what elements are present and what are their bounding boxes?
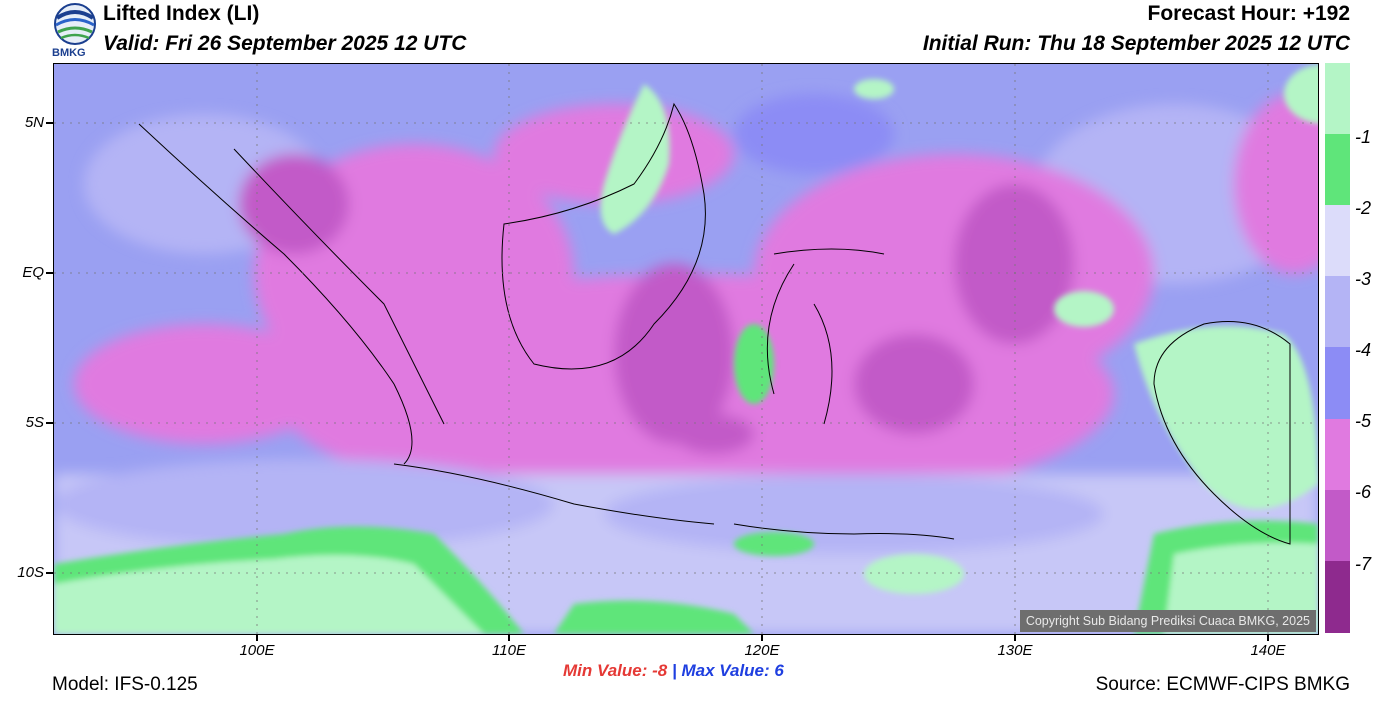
- colorbar-segment: [1325, 134, 1350, 205]
- min-max-values: Min Value: -8 | Max Value: 6: [563, 661, 784, 681]
- initial-run: Initial Run: Thu 18 September 2025 12 UT…: [922, 32, 1350, 55]
- lat-tick: [46, 422, 53, 424]
- graticule: [54, 64, 1318, 634]
- lon-tick: [508, 634, 510, 641]
- coastlines: [138, 102, 1291, 545]
- colorbar-label: -1: [1355, 127, 1372, 147]
- lon-label-120e: 120E: [744, 642, 780, 659]
- colorbar-label: -6: [1355, 482, 1372, 502]
- colorbar-segment: [1325, 276, 1350, 347]
- colorbar-label: -4: [1355, 340, 1372, 360]
- map-canvas: [54, 64, 1318, 634]
- bmkg-logo-icon: [54, 3, 96, 45]
- lat-label-10s: 10S: [17, 564, 44, 581]
- colorbar-segment: [1325, 205, 1350, 276]
- min-label: Min Value:: [563, 661, 648, 680]
- lon-label-100e: 100E: [239, 642, 275, 659]
- valid-time: Valid: Fri 26 September 2025 12 UTC: [103, 32, 467, 55]
- separator: |: [671, 661, 677, 680]
- coastline-sumatra: [138, 123, 413, 465]
- coastline-sulawesi: [766, 248, 885, 425]
- lat-tick: [46, 572, 53, 574]
- field-contours: [54, 94, 1318, 634]
- green-regions: [54, 64, 1318, 634]
- lat-tick: [46, 272, 53, 274]
- colorbar-label: -2: [1355, 198, 1372, 218]
- bmkg-logo: [50, 0, 100, 60]
- coastline-borneo: [501, 102, 706, 370]
- lat-label-5n: 5N: [24, 114, 44, 131]
- colorbar-segment: [1325, 490, 1350, 561]
- coastline-java: [393, 463, 715, 525]
- source-label: Source: ECMWF-CIPS BMKG: [1095, 674, 1350, 695]
- model-label: Model: IFS-0.125: [52, 674, 198, 695]
- coastline-papua: [1153, 321, 1291, 545]
- map-title: Lifted Index (LI): [103, 2, 260, 25]
- lon-label-130e: 130E: [997, 642, 1033, 659]
- lat-label-5s: 5S: [25, 414, 44, 431]
- min-value: -8: [652, 661, 668, 680]
- max-value: 6: [774, 661, 784, 680]
- max-label: Max Value:: [681, 661, 770, 680]
- lon-tick: [1267, 634, 1269, 641]
- lon-tick: [256, 634, 258, 641]
- lon-tick: [761, 634, 763, 641]
- lat-label-eq: EQ: [22, 264, 44, 281]
- colorbar-segment: [1325, 63, 1350, 134]
- colorbar-segment: [1325, 419, 1350, 490]
- lifted-index-map: [53, 63, 1319, 635]
- colorbar-segment: [1325, 561, 1350, 633]
- colorbar-segment: [1325, 347, 1350, 419]
- colorbar-label: -5: [1355, 411, 1372, 431]
- lon-label-140e: 140E: [1250, 642, 1286, 659]
- colorbar: [1325, 63, 1350, 633]
- copyright-notice: Copyright Sub Bidang Prediksi Cuaca BMKG…: [1019, 610, 1316, 632]
- lon-label-110e: 110E: [492, 642, 526, 659]
- lat-tick: [46, 122, 53, 124]
- forecast-hour: Forecast Hour: +192: [1147, 2, 1351, 25]
- colorbar-label: -3: [1355, 269, 1372, 289]
- logo-text: BMKG: [52, 47, 86, 59]
- lon-tick: [1014, 634, 1016, 641]
- colorbar-label: -7: [1355, 554, 1372, 574]
